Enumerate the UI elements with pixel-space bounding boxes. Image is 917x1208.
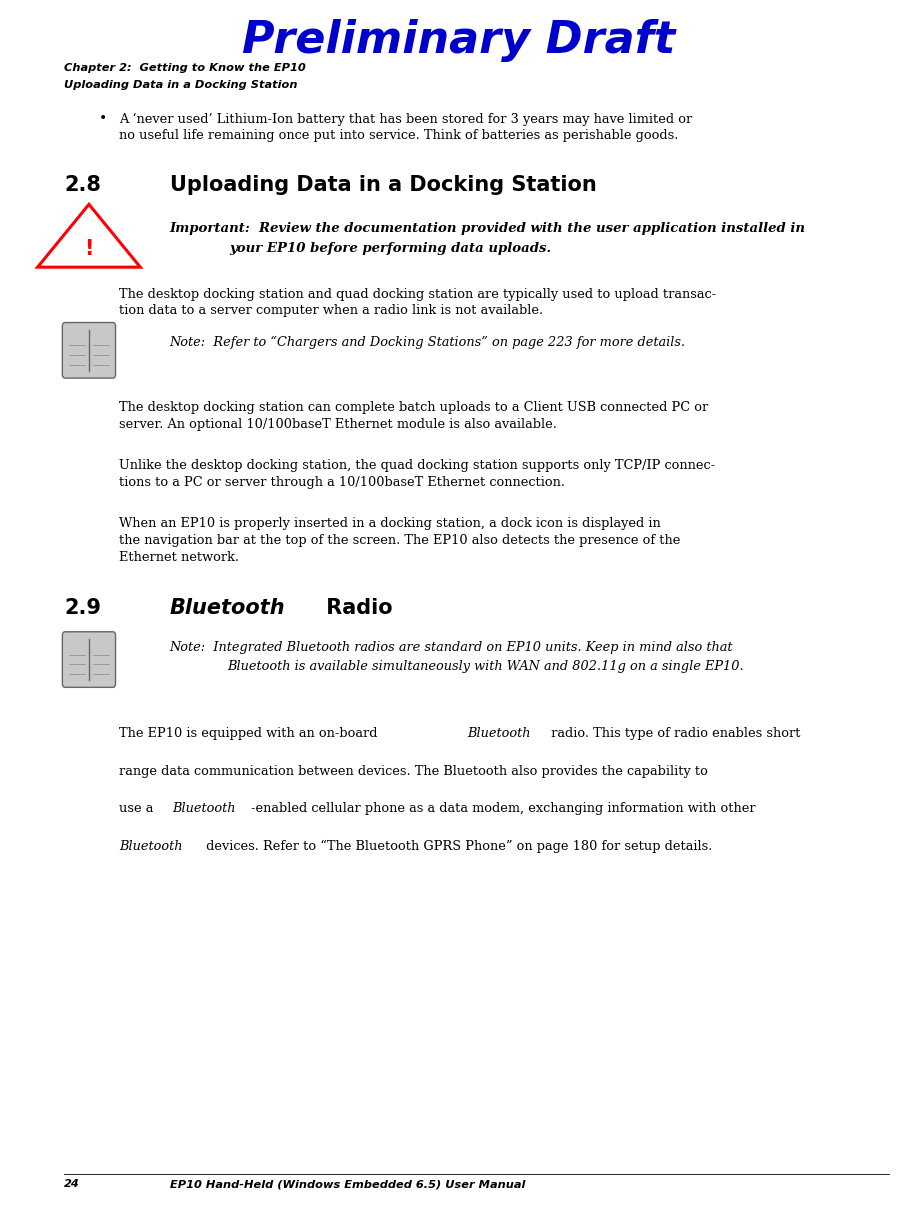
Text: Preliminary Draft: Preliminary Draft <box>242 19 675 63</box>
Text: your EP10 before performing data uploads.: your EP10 before performing data uploads… <box>229 242 551 255</box>
Text: Note:  Refer to “Chargers and Docking Stations” on page 223 for more details.: Note: Refer to “Chargers and Docking Sta… <box>170 336 686 349</box>
Text: use a: use a <box>119 802 158 815</box>
Text: 2.8: 2.8 <box>64 175 101 196</box>
Text: Bluetooth: Bluetooth <box>119 840 182 853</box>
Text: 24: 24 <box>64 1179 80 1189</box>
Text: The desktop docking station can complete batch uploads to a Client USB connected: The desktop docking station can complete… <box>119 401 709 414</box>
Text: !: ! <box>84 239 94 259</box>
Text: The EP10 is equipped with an on-board: The EP10 is equipped with an on-board <box>119 727 381 741</box>
Text: tion data to a server computer when a radio link is not available.: tion data to a server computer when a ra… <box>119 304 544 318</box>
Text: radio. This type of radio enables short: radio. This type of radio enables short <box>547 727 801 741</box>
Text: Important:  Review the documentation provided with the user application installe: Important: Review the documentation prov… <box>170 222 806 236</box>
Text: 2.9: 2.9 <box>64 598 101 618</box>
Text: Uploading Data in a Docking Station: Uploading Data in a Docking Station <box>170 175 596 196</box>
Text: tions to a PC or server through a 10/100baseT Ethernet connection.: tions to a PC or server through a 10/100… <box>119 476 565 489</box>
Text: The desktop docking station and quad docking station are typically used to uploa: The desktop docking station and quad doc… <box>119 288 716 301</box>
Text: no useful life remaining once put into service. Think of batteries as perishable: no useful life remaining once put into s… <box>119 129 679 143</box>
Text: A ‘never used’ Lithium-Ion battery that has been stored for 3 years may have lim: A ‘never used’ Lithium-Ion battery that … <box>119 112 692 126</box>
FancyBboxPatch shape <box>62 632 116 687</box>
Text: Note:  Integrated Bluetooth radios are standard on EP10 units. Keep in mind also: Note: Integrated Bluetooth radios are st… <box>170 641 734 655</box>
Text: server. An optional 10/100baseT Ethernet module is also available.: server. An optional 10/100baseT Ethernet… <box>119 418 558 431</box>
Text: EP10 Hand-Held (Windows Embedded 6.5) User Manual: EP10 Hand-Held (Windows Embedded 6.5) Us… <box>170 1179 525 1189</box>
Text: Chapter 2:  Getting to Know the EP10: Chapter 2: Getting to Know the EP10 <box>64 63 306 72</box>
Text: Uploading Data in a Docking Station: Uploading Data in a Docking Station <box>64 80 298 89</box>
Polygon shape <box>38 204 140 267</box>
Text: Bluetooth: Bluetooth <box>170 598 285 618</box>
Text: •: • <box>99 112 107 127</box>
Text: devices. Refer to “The Bluetooth GPRS Phone” on page 180 for setup details.: devices. Refer to “The Bluetooth GPRS Ph… <box>202 840 713 853</box>
Text: Bluetooth is available simultaneously with WAN and 802.11g on a single EP10.: Bluetooth is available simultaneously wi… <box>227 660 744 673</box>
Text: range data communication between devices. The Bluetooth also provides the capabi: range data communication between devices… <box>119 765 708 778</box>
Text: the navigation bar at the top of the screen. The EP10 also detects the presence : the navigation bar at the top of the scr… <box>119 534 680 547</box>
Text: Bluetooth: Bluetooth <box>468 727 531 741</box>
FancyBboxPatch shape <box>62 323 116 378</box>
Text: -enabled cellular phone as a data modem, exchanging information with other: -enabled cellular phone as a data modem,… <box>251 802 756 815</box>
Text: Unlike the desktop docking station, the quad docking station supports only TCP/I: Unlike the desktop docking station, the … <box>119 459 715 472</box>
Text: Ethernet network.: Ethernet network. <box>119 551 239 564</box>
Text: Radio: Radio <box>319 598 392 618</box>
Text: Bluetooth: Bluetooth <box>172 802 236 815</box>
Text: When an EP10 is properly inserted in a docking station, a dock icon is displayed: When an EP10 is properly inserted in a d… <box>119 517 661 530</box>
